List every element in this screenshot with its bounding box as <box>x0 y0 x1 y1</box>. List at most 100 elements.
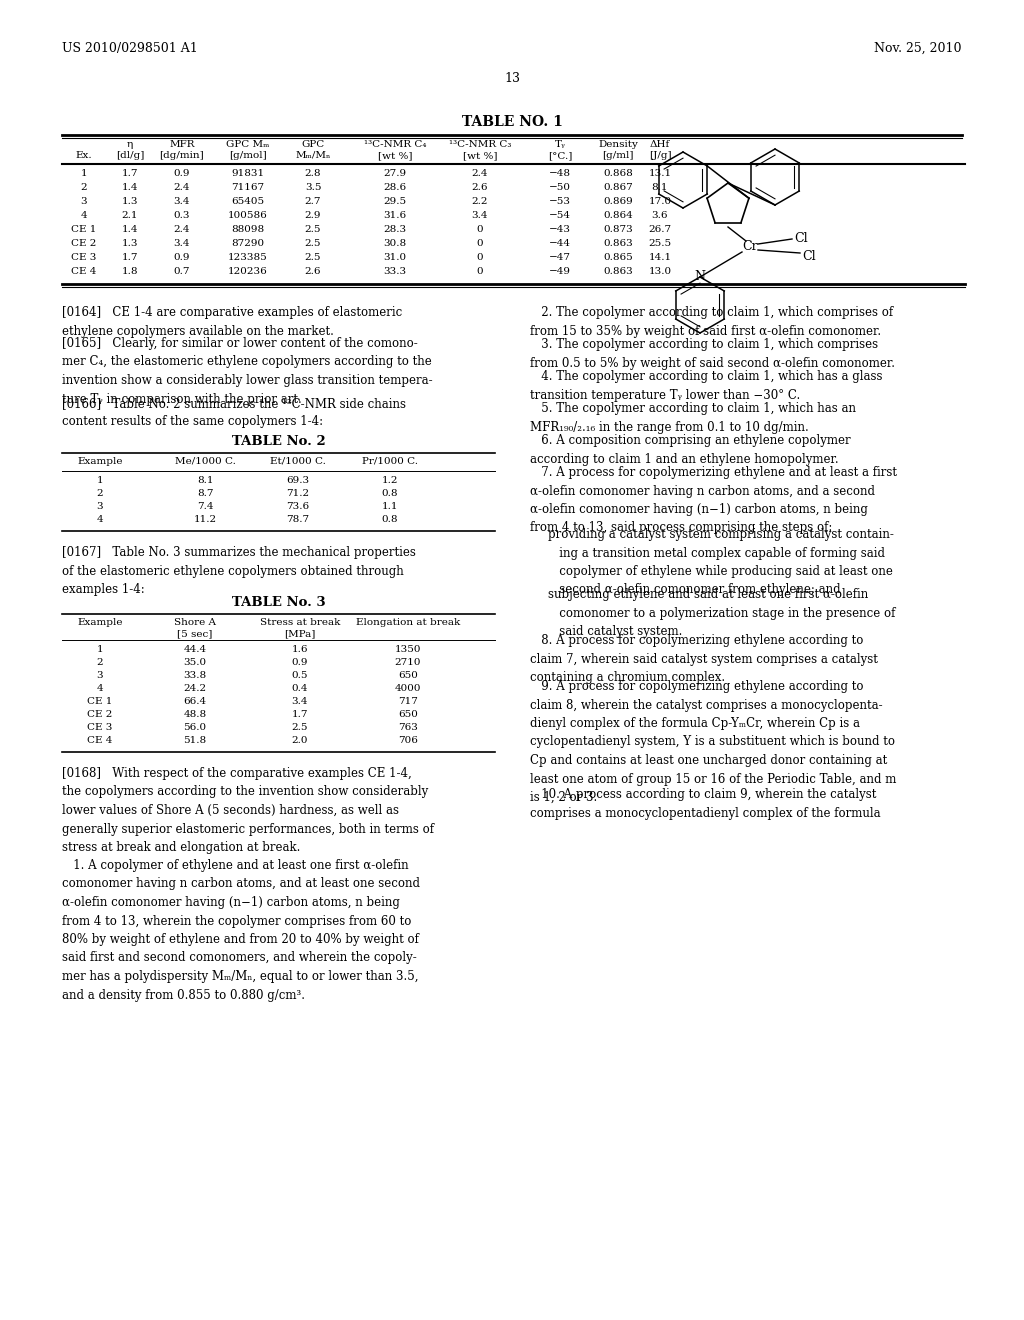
Text: 2.1: 2.1 <box>122 211 138 220</box>
Text: 71167: 71167 <box>231 183 264 191</box>
Text: TABLE No. 2: TABLE No. 2 <box>231 436 326 447</box>
Text: 123385: 123385 <box>228 253 268 261</box>
Text: 0.4: 0.4 <box>292 684 308 693</box>
Text: 48.8: 48.8 <box>183 710 207 719</box>
Text: Et/1000 C.: Et/1000 C. <box>270 457 326 466</box>
Text: 5. The copolymer according to claim 1, which has an
MFR₁₉₀/₂.₁₆ in the range fro: 5. The copolymer according to claim 1, w… <box>530 403 856 433</box>
Text: 7.4: 7.4 <box>197 502 213 511</box>
Text: 0.867: 0.867 <box>603 183 633 191</box>
Text: [dl/g]: [dl/g] <box>116 150 144 160</box>
Text: −48: −48 <box>549 169 571 178</box>
Text: 1.3: 1.3 <box>122 197 138 206</box>
Text: 0.9: 0.9 <box>292 657 308 667</box>
Text: [0164]   CE 1-4 are comparative examples of elastomeric
ethylene copolymers avai: [0164] CE 1-4 are comparative examples o… <box>62 306 402 338</box>
Text: 2.5: 2.5 <box>305 239 322 248</box>
Text: [wt %]: [wt %] <box>378 150 413 160</box>
Text: ΔHf: ΔHf <box>650 140 670 149</box>
Text: −49: −49 <box>549 267 571 276</box>
Text: 0.865: 0.865 <box>603 253 633 261</box>
Text: providing a catalyst system comprising a catalyst contain-
   ing a transition m: providing a catalyst system comprising a… <box>548 528 894 597</box>
Text: GPC Mₘ: GPC Mₘ <box>226 140 269 149</box>
Text: 28.6: 28.6 <box>383 183 407 191</box>
Text: 650: 650 <box>398 671 418 680</box>
Text: −47: −47 <box>549 253 571 261</box>
Text: 1: 1 <box>96 477 103 484</box>
Text: 1350: 1350 <box>394 645 421 653</box>
Text: Mₘ/Mₙ: Mₘ/Mₙ <box>295 150 331 160</box>
Text: 763: 763 <box>398 723 418 733</box>
Text: 0.9: 0.9 <box>174 253 190 261</box>
Text: 0.863: 0.863 <box>603 239 633 248</box>
Text: 3.4: 3.4 <box>174 197 190 206</box>
Text: 706: 706 <box>398 737 418 744</box>
Text: 2.5: 2.5 <box>305 253 322 261</box>
Text: 31.0: 31.0 <box>383 253 407 261</box>
Text: −43: −43 <box>549 224 571 234</box>
Text: 3: 3 <box>96 502 103 511</box>
Text: 56.0: 56.0 <box>183 723 207 733</box>
Text: 0: 0 <box>477 253 483 261</box>
Text: 3. The copolymer according to claim 1, which comprises
from 0.5 to 5% by weight : 3. The copolymer according to claim 1, w… <box>530 338 895 370</box>
Text: [g/mol]: [g/mol] <box>229 150 267 160</box>
Text: 26.7: 26.7 <box>648 224 672 234</box>
Text: Stress at break
[MPa]: Stress at break [MPa] <box>260 618 340 638</box>
Text: [g/ml]: [g/ml] <box>602 150 634 160</box>
Text: 1.7: 1.7 <box>292 710 308 719</box>
Text: 1.7: 1.7 <box>122 253 138 261</box>
Text: 1.3: 1.3 <box>122 239 138 248</box>
Text: 0.864: 0.864 <box>603 211 633 220</box>
Text: [0165]   Clearly, for similar or lower content of the comono-
mer C₄, the elasto: [0165] Clearly, for similar or lower con… <box>62 337 432 405</box>
Text: 650: 650 <box>398 710 418 719</box>
Text: MFR: MFR <box>169 140 195 149</box>
Text: 2.4: 2.4 <box>174 224 190 234</box>
Text: Nov. 25, 2010: Nov. 25, 2010 <box>874 42 962 55</box>
Text: Example: Example <box>77 457 123 466</box>
Text: 6. A composition comprising an ethylene copolymer
according to claim 1 and an et: 6. A composition comprising an ethylene … <box>530 434 851 466</box>
Text: [0167]   Table No. 3 summarizes the mechanical properties
of the elastomeric eth: [0167] Table No. 3 summarizes the mechan… <box>62 546 416 597</box>
Text: 73.6: 73.6 <box>287 502 309 511</box>
Text: 8.7: 8.7 <box>197 488 213 498</box>
Text: 4: 4 <box>96 684 103 693</box>
Text: 78.7: 78.7 <box>287 515 309 524</box>
Text: 1.2: 1.2 <box>382 477 398 484</box>
Text: 2.4: 2.4 <box>472 169 488 178</box>
Text: 1.1: 1.1 <box>382 502 398 511</box>
Text: 0.8: 0.8 <box>382 515 398 524</box>
Text: 88098: 88098 <box>231 224 264 234</box>
Text: 69.3: 69.3 <box>287 477 309 484</box>
Text: 2.7: 2.7 <box>305 197 322 206</box>
Text: 13: 13 <box>504 73 520 84</box>
Text: 4000: 4000 <box>394 684 421 693</box>
Text: 11.2: 11.2 <box>194 515 216 524</box>
Text: 13.1: 13.1 <box>648 169 672 178</box>
Text: −50: −50 <box>549 183 571 191</box>
Text: 2710: 2710 <box>394 657 421 667</box>
Text: 2.2: 2.2 <box>472 197 488 206</box>
Text: 17.0: 17.0 <box>648 197 672 206</box>
Text: 1. A copolymer of ethylene and at least one first α-olefin
comonomer having n ca: 1. A copolymer of ethylene and at least … <box>62 859 420 1002</box>
Text: CE 1: CE 1 <box>87 697 113 706</box>
Text: 3.6: 3.6 <box>651 211 669 220</box>
Text: 8.1: 8.1 <box>197 477 213 484</box>
Text: [wt %]: [wt %] <box>463 150 498 160</box>
Text: GPC: GPC <box>301 140 325 149</box>
Text: 3.4: 3.4 <box>174 239 190 248</box>
Text: CE 4: CE 4 <box>87 737 113 744</box>
Text: Density: Density <box>598 140 638 149</box>
Text: 2.6: 2.6 <box>305 267 322 276</box>
Text: 9. A process for copolymerizing ethylene according to
claim 8, wherein the catal: 9. A process for copolymerizing ethylene… <box>530 680 896 804</box>
Text: 1: 1 <box>96 645 103 653</box>
Text: Cl: Cl <box>802 251 816 264</box>
Text: 65405: 65405 <box>231 197 264 206</box>
Text: 8. A process for copolymerizing ethylene according to
claim 7, wherein said cata: 8. A process for copolymerizing ethylene… <box>530 634 878 684</box>
Text: 2: 2 <box>81 183 87 191</box>
Text: ¹³C-NMR C₃: ¹³C-NMR C₃ <box>449 140 511 149</box>
Text: 0: 0 <box>477 267 483 276</box>
Text: 2.4: 2.4 <box>174 183 190 191</box>
Text: 120236: 120236 <box>228 267 268 276</box>
Text: 1.4: 1.4 <box>122 224 138 234</box>
Text: 1: 1 <box>81 169 87 178</box>
Text: ¹³C-NMR C₄: ¹³C-NMR C₄ <box>364 140 426 149</box>
Text: CE 4: CE 4 <box>72 267 96 276</box>
Text: CE 2: CE 2 <box>87 710 113 719</box>
